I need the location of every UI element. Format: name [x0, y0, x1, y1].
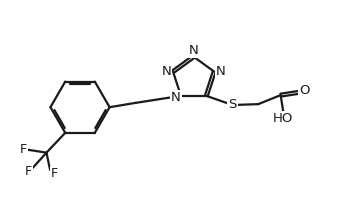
Text: N: N	[162, 65, 172, 78]
Text: N: N	[216, 65, 226, 78]
Text: HO: HO	[273, 112, 293, 125]
Text: O: O	[299, 84, 310, 97]
Text: N: N	[171, 91, 181, 104]
Text: N: N	[189, 44, 198, 57]
Text: F: F	[51, 167, 58, 180]
Text: F: F	[25, 165, 32, 178]
Text: F: F	[20, 143, 27, 156]
Text: S: S	[228, 98, 236, 111]
